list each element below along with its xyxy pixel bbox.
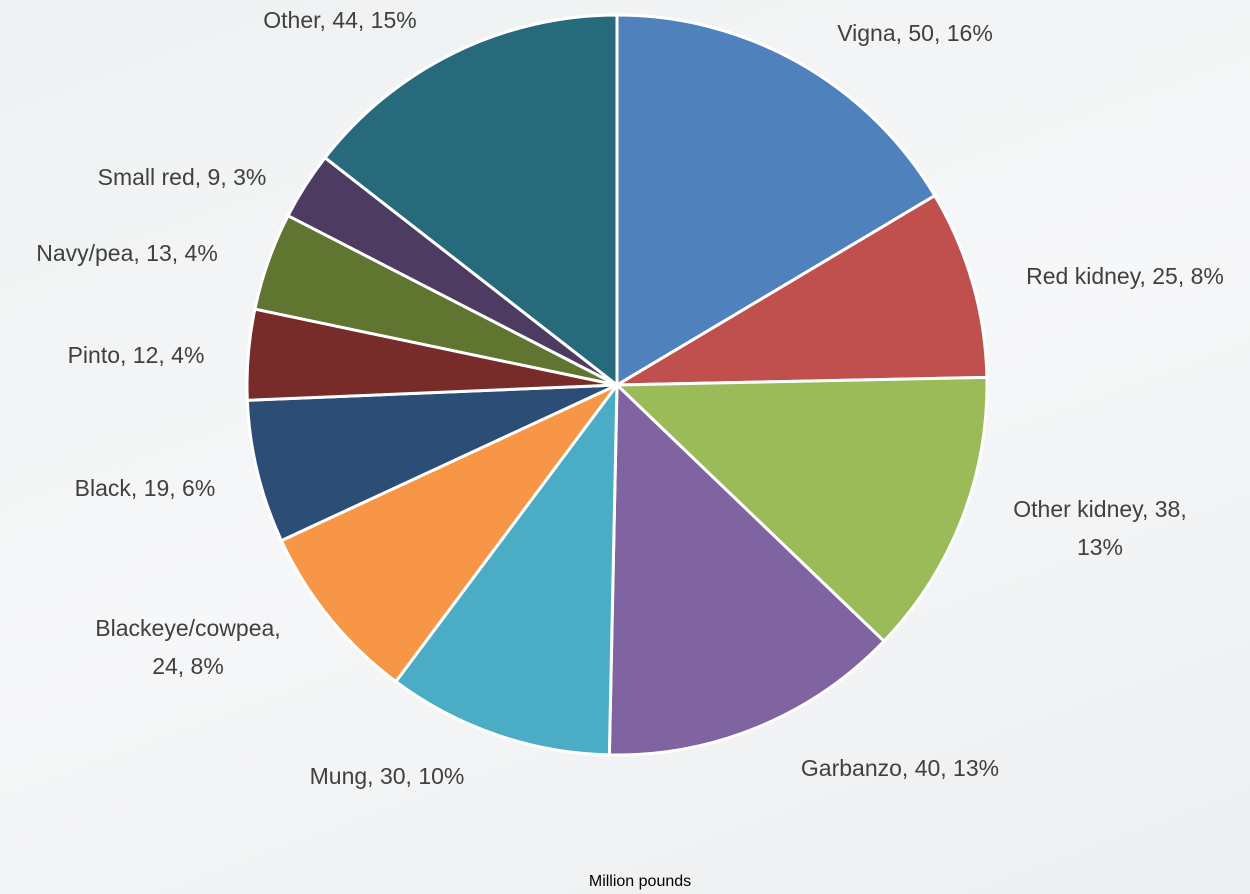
data-label: Garbanzo, 40, 13% <box>801 755 999 781</box>
data-label: Other, 44, 15% <box>263 7 416 33</box>
pie-slice <box>393 380 619 757</box>
data-label: Vigna, 50, 16% <box>837 20 993 46</box>
data-label: 24, 8% <box>152 653 224 679</box>
data-label: Red kidney, 25, 8% <box>1026 263 1224 289</box>
pie-slice <box>613 375 989 644</box>
pie-slice <box>611 193 989 387</box>
data-label: Small red, 9, 3% <box>98 164 267 190</box>
data-label: Navy/pea, 13, 4% <box>36 240 218 266</box>
pie-slice <box>245 383 618 543</box>
pie-slice <box>322 13 619 389</box>
data-label: 13% <box>1077 534 1123 560</box>
data-label: Black, 19, 6% <box>75 475 216 501</box>
caption: Million pounds <box>589 873 691 890</box>
pie-slice <box>615 13 937 388</box>
data-label: Pinto, 12, 4% <box>68 342 205 368</box>
data-label: Other kidney, 38, <box>1013 496 1186 522</box>
data-label: Mung, 30, 10% <box>310 763 465 789</box>
pie-slice <box>279 383 619 684</box>
data-label: Blackeye/cowpea, <box>95 615 280 641</box>
pie-slice <box>607 381 887 757</box>
